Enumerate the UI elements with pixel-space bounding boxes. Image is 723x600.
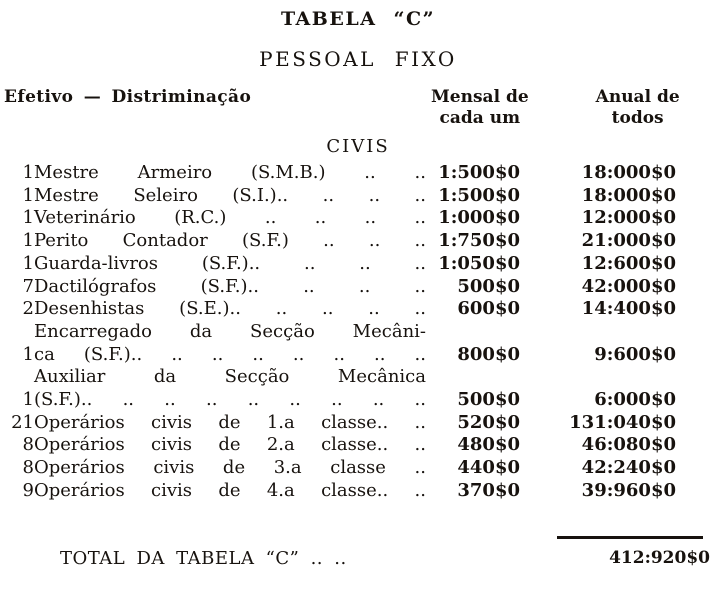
row-annual-value: 12:600$0	[581, 252, 676, 274]
total-row: TOTAL DA TABELA “C” .. .. 412:920$0	[4, 548, 710, 569]
row-annual-value: 46:080$0	[581, 434, 676, 456]
row-annual-value: 18:000$0	[581, 162, 676, 183]
table-row: 21 Operários civis de 1.a classe.. .. 52…	[4, 412, 676, 435]
row-annual-value: 14:400$0	[581, 298, 676, 320]
row-description: Mestre Armeiro (S.M.B.) .. ..	[34, 162, 426, 185]
row-quantity: 1	[22, 389, 34, 411]
row-quantity: 1	[22, 343, 34, 365]
row-quantity: 1	[22, 207, 34, 229]
row-description: Operários civis de 4.a classe.. ..	[34, 480, 426, 503]
table-row: 1 Auxiliar da Secção Mecânica (S.F.).. ..…	[4, 366, 676, 411]
row-description: Dactilógrafos (S.F.).. .. .. ..	[34, 276, 426, 299]
row-description-line: Encarregado da Secção Mecâni-	[34, 320, 426, 342]
row-description-line: Operários civis de 4.a classe.. ..	[34, 479, 426, 501]
table-row: 2 Desenhistas (S.E.).. .. .. .. .. 600$0…	[4, 298, 676, 321]
column-header-mensal: Mensal de cada um	[420, 87, 539, 129]
row-quantity: 1	[22, 184, 34, 206]
column-header-mensal-line1: Mensal de	[430, 87, 529, 107]
row-description: Auxiliar da Secção Mecânica (S.F.).. .. .…	[34, 366, 426, 411]
row-description: Encarregado da Secção Mecâni-ca (S.F.)..…	[34, 321, 426, 366]
row-description: Operários civis de 2.a classe.. ..	[34, 434, 426, 457]
row-quantity: 8	[22, 434, 34, 456]
row-description-line: (S.F.).. .. .. .. .. .. .. .. ..	[34, 389, 426, 411]
table-row: 1 Encarregado da Secção Mecâni-ca (S.F.)…	[4, 321, 676, 366]
row-description-line: Dactilógrafos (S.F.).. .. .. ..	[34, 275, 426, 297]
row-monthly-value: 520$0	[457, 411, 520, 433]
table-column-headers: Efetivo — Distriminação Mensal de cada u…	[4, 87, 712, 129]
row-description-line: Operários civis de 2.a classe.. ..	[34, 434, 426, 456]
row-annual-value: 6:000$0	[594, 389, 676, 411]
row-description-line: Mestre Armeiro (S.M.B.) .. ..	[34, 162, 426, 183]
row-description: Operários civis de 1.a classe.. ..	[34, 412, 426, 435]
document-subtitle: PESSOAL FIXO	[259, 47, 457, 71]
row-description-line: Veterinário (R.C.) .. .. .. ..	[34, 207, 426, 229]
row-monthly-value: 600$0	[457, 298, 520, 320]
row-annual-value: 21:000$0	[581, 230, 676, 252]
total-value: 412:920$0	[609, 547, 710, 568]
row-monthly-value: 1:000$0	[438, 207, 520, 229]
row-description-line: Operários civis de 1.a classe.. ..	[34, 411, 426, 433]
row-description-line: Mestre Seleiro (S.I.).. .. .. ..	[34, 184, 426, 206]
table-row: 8 Operários civis de 3.a classe .. 440$0…	[4, 457, 676, 480]
row-annual-value: 18:000$0	[581, 184, 676, 206]
row-monthly-value: 480$0	[457, 434, 520, 456]
row-monthly-value: 1:500$0	[438, 184, 520, 206]
column-header-mensal-line2: cada um	[439, 108, 521, 128]
row-monthly-value: 1:050$0	[438, 252, 520, 274]
document-title: TABELA “C”	[280, 8, 436, 30]
row-quantity: 9	[22, 479, 34, 501]
row-monthly-value: 1:500$0	[438, 162, 520, 183]
section-heading-civis: CIVIS	[326, 136, 390, 157]
row-annual-value: 42:000$0	[581, 275, 676, 297]
row-annual-value: 39:960$0	[581, 479, 676, 501]
row-quantity: 2	[22, 298, 34, 320]
table-row: 1 Guarda-livros (S.F.).. .. .. .. 1:050$…	[4, 253, 676, 276]
row-quantity: 1	[22, 230, 34, 252]
row-monthly-value: 800$0	[457, 343, 520, 365]
row-description-line: Desenhistas (S.E.).. .. .. .. ..	[34, 298, 426, 320]
row-description: Guarda-livros (S.F.).. .. .. ..	[34, 253, 426, 276]
row-description-line: Auxiliar da Secção Mecânica	[34, 366, 426, 388]
row-annual-value: 12:000$0	[581, 207, 676, 229]
row-description: Perito Contador (S.F.) .. .. ..	[34, 230, 426, 253]
row-quantity: 7	[22, 275, 34, 297]
row-monthly-value: 440$0	[457, 457, 520, 479]
row-description: Veterinário (R.C.) .. .. .. ..	[34, 207, 426, 230]
row-annual-value: 42:240$0	[581, 457, 676, 479]
total-rule-line	[557, 535, 703, 539]
row-description: Desenhistas (S.E.).. .. .. .. ..	[34, 298, 426, 321]
table-row: 1 Perito Contador (S.F.) .. .. .. 1:750$…	[4, 230, 676, 253]
row-monthly-value: 1:750$0	[438, 230, 520, 252]
table-row: 1 Mestre Seleiro (S.I.).. .. .. .. 1:500…	[4, 185, 676, 208]
column-header-anual-line2: todos	[611, 108, 664, 128]
column-header-anual: Anual de todos	[563, 87, 712, 129]
row-monthly-value: 500$0	[457, 275, 520, 297]
table-row: 7 Dactilógrafos (S.F.).. .. .. .. 500$0 …	[4, 276, 676, 299]
table-row: 9 Operários civis de 4.a classe.. .. 370…	[4, 480, 676, 503]
personnel-table: 1 Mestre Armeiro (S.M.B.) .. .. 1:500$0 …	[4, 162, 676, 503]
table-row: 1 Veterinário (R.C.) .. .. .. .. 1:000$0…	[4, 207, 676, 230]
row-monthly-value: 500$0	[457, 389, 520, 411]
row-quantity: 1	[22, 252, 34, 274]
row-quantity: 1	[22, 162, 34, 183]
row-quantity: 8	[22, 457, 34, 479]
document-content: TABELA “C” PESSOAL FIXO Efetivo — Distri…	[4, 8, 712, 569]
column-header-efetivo: Efetivo — Distriminação	[4, 87, 252, 107]
row-description: Operários civis de 3.a classe ..	[34, 457, 426, 480]
total-label: TOTAL DA TABELA “C” .. ..	[60, 547, 347, 569]
row-annual-value: 131:040$0	[569, 411, 676, 433]
row-annual-value: 9:600$0	[594, 343, 676, 365]
column-header-anual-line1: Anual de	[595, 87, 680, 107]
table-row: 1 Mestre Armeiro (S.M.B.) .. .. 1:500$0 …	[4, 162, 676, 185]
table-row: 8 Operários civis de 2.a classe.. .. 480…	[4, 434, 676, 457]
row-description: Mestre Seleiro (S.I.).. .. .. ..	[34, 185, 426, 208]
row-quantity: 21	[11, 411, 34, 433]
row-description-line: Operários civis de 3.a classe ..	[34, 457, 426, 479]
row-description-line: Guarda-livros (S.F.).. .. .. ..	[34, 252, 426, 274]
row-description-line: ca (S.F.).. .. .. .. .. .. .. ..	[34, 343, 426, 365]
row-monthly-value: 370$0	[457, 479, 520, 501]
row-description-line: Perito Contador (S.F.) .. .. ..	[34, 230, 426, 252]
